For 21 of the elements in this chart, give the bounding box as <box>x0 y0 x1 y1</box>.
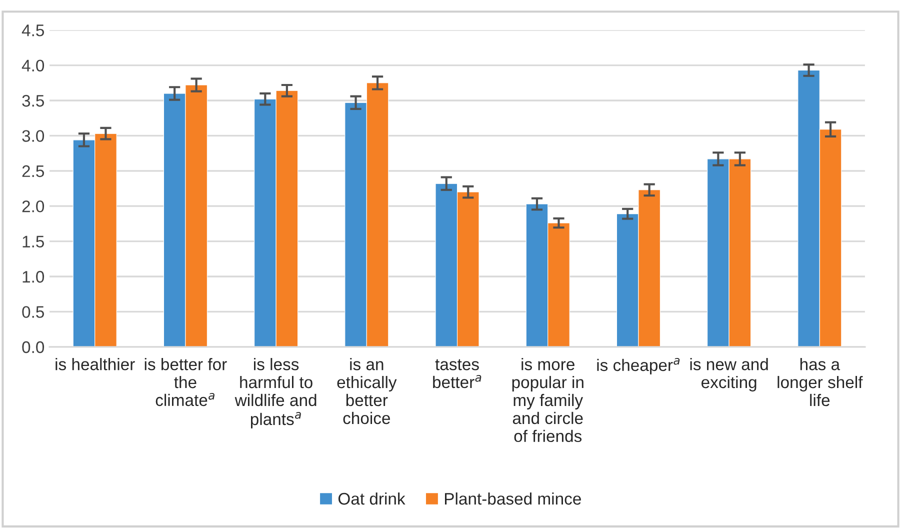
x-tick-label: is less harmful to wildlife and plants$^{a}$ <box>234 358 316 428</box>
x-tick-label: is an ethically better choice <box>337 358 397 424</box>
y-tick-label: 4.0 <box>22 60 44 72</box>
x-tick-label: is more popular in my family and circle of friends <box>512 358 584 442</box>
y-tick-label: 1.5 <box>22 236 44 248</box>
legend-label: Plant-based mince <box>444 492 581 505</box>
y-tick-label: 4.5 <box>22 24 44 36</box>
x-tick-label: is cheaper$^{a}$ <box>597 358 680 374</box>
x-tick-label: tastes better$^{a}$ <box>433 359 482 388</box>
x-tick-label: is healthier <box>56 358 135 370</box>
legend-label: Oat drink <box>338 492 406 505</box>
y-tick-label: 1.0 <box>22 270 44 283</box>
x-tick-label: is new and exciting <box>690 358 768 392</box>
y-tick-label: 2.0 <box>22 200 44 212</box>
y-tick-label: 0.5 <box>22 306 44 318</box>
y-tick-label: 3.0 <box>22 130 44 142</box>
x-tick-label: has a longer shelf life <box>778 358 863 406</box>
x-tick-label: is better for the climate$^{a}$ <box>144 358 227 406</box>
y-tick-label: 0.0 <box>22 341 44 354</box>
y-tick-label: 2.5 <box>22 165 44 178</box>
y-tick-label: 3.5 <box>22 94 44 107</box>
